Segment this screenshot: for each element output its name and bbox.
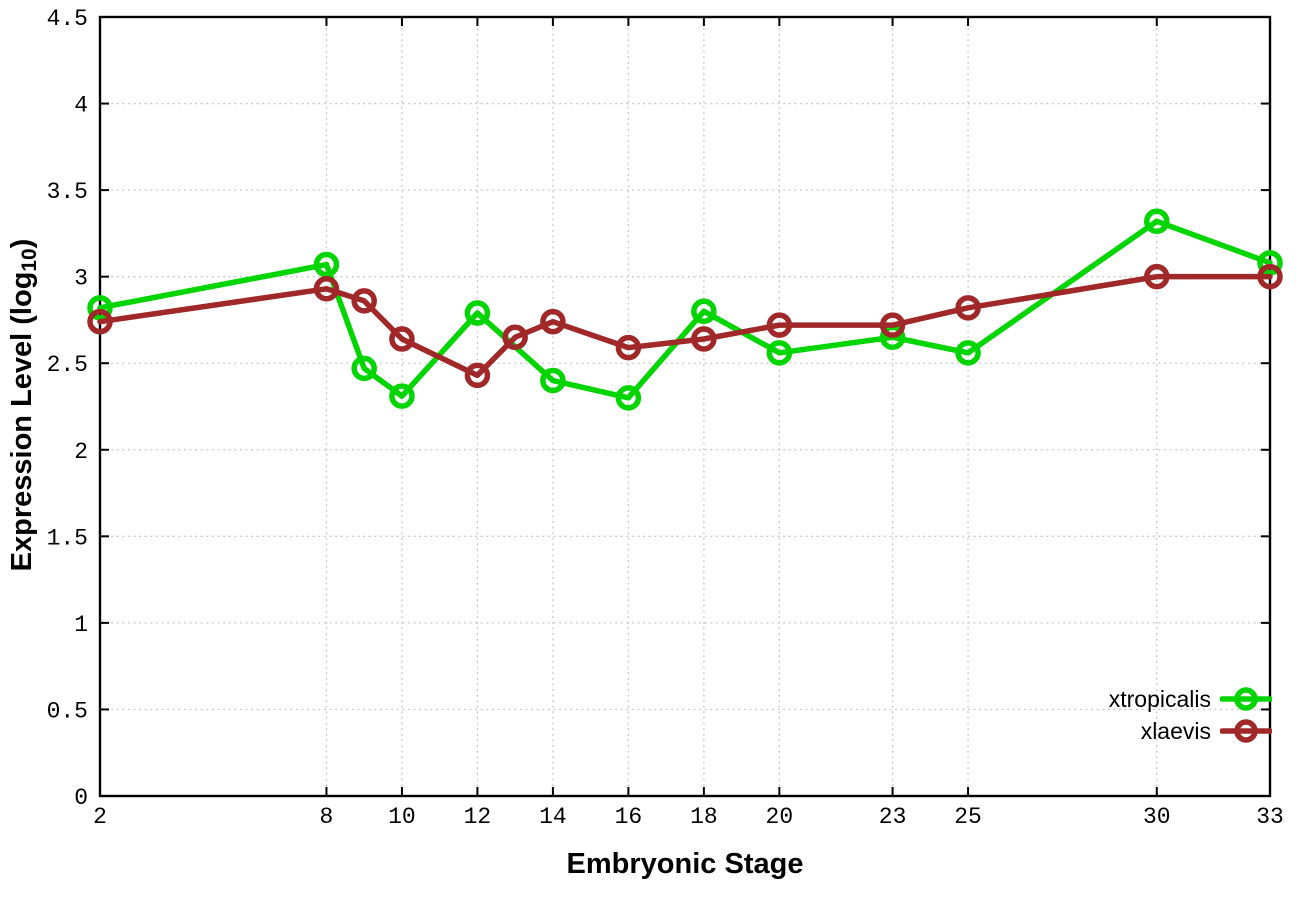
data-point-xtropicalis: [955, 340, 981, 366]
legend-marker-xtropicalis: [1220, 687, 1272, 711]
gridlines: [99, 16, 1271, 797]
x-tick-label: 8: [320, 804, 334, 830]
y-tick-label: 3.5: [47, 179, 88, 205]
data-point-xtropicalis: [691, 298, 717, 325]
data-point-xtropicalis: [351, 355, 377, 382]
x-tick-label: 23: [879, 804, 907, 830]
data-point-xtropicalis: [313, 251, 340, 278]
x-axis-title: Embryonic Stage: [566, 848, 804, 880]
x-tick-label: 25: [954, 804, 982, 830]
legend-label-xtropicalis: xtropicalis: [1108, 686, 1211, 712]
x-tick-label: 14: [539, 804, 567, 830]
y-axis-title-suffix: ): [5, 238, 38, 249]
data-point-xlaevis: [1144, 263, 1170, 290]
data-point-xlaevis: [389, 326, 415, 352]
data-point-xlaevis: [1257, 263, 1283, 290]
legend-item-xtropicalis: xtropicalis: [1109, 685, 1272, 713]
x-tick-label: 18: [690, 804, 718, 830]
data-point-xlaevis: [502, 324, 528, 351]
data-point-xlaevis: [955, 295, 981, 321]
y-tick-label: 1.5: [47, 525, 88, 551]
data-point-xtropicalis: [615, 385, 642, 411]
series-xtropicalis: [87, 208, 1283, 411]
x-tick-label: 2: [93, 804, 107, 830]
y-axis-title: Expression Level (log10): [6, 239, 42, 572]
y-tick-label: 1: [74, 612, 88, 638]
data-point-xlaevis: [87, 308, 113, 335]
y-axis-title-subscript: 10: [18, 248, 42, 272]
data-point-xlaevis: [351, 288, 377, 314]
x-tick-label: 16: [615, 804, 643, 830]
data-point-xlaevis: [879, 312, 906, 338]
y-axis-title-text: Expression Level (log: [5, 271, 38, 572]
y-tick-label: 4.5: [47, 6, 88, 32]
legend-marker-xlaevis: [1220, 719, 1272, 743]
series-xlaevis: [87, 263, 1283, 389]
series-line-xlaevis: [97, 273, 1273, 379]
y-tick-label: 4: [74, 93, 88, 119]
plot-border: [98, 15, 1272, 798]
series-line-xtropicalis: [97, 218, 1273, 401]
data-point-xtropicalis: [87, 295, 113, 321]
tick-marks: [99, 16, 1271, 797]
x-tick-label: 30: [1143, 804, 1171, 830]
data-point-xtropicalis: [1257, 250, 1283, 276]
data-point-xlaevis: [540, 308, 566, 335]
data-point-xtropicalis: [766, 340, 793, 366]
tick-labels: 2 8 10 12 14 16 18 20 23 25 30 33 0 0.5 1 1.5 2 2.5 3 3.5 4 4…: [47, 6, 1284, 830]
y-tick-label: 2.5: [47, 352, 88, 378]
data-point-xtropicalis: [389, 383, 415, 409]
data-point-xlaevis: [313, 276, 340, 302]
data-point-xlaevis: [615, 334, 642, 361]
data-point-xtropicalis: [1144, 208, 1170, 235]
x-tick-label: 12: [464, 804, 492, 830]
data-point-xtropicalis: [540, 367, 566, 394]
y-tick-label: 0: [74, 785, 88, 811]
y-tick-label: 3: [74, 266, 88, 292]
x-tick-label: 20: [766, 804, 794, 830]
legend-item-xlaevis: xlaevis: [1141, 717, 1272, 745]
y-tick-label: 2: [74, 439, 88, 465]
data-point-xlaevis: [766, 312, 793, 338]
data-point-xtropicalis: [464, 300, 491, 326]
x-tick-label: 10: [388, 804, 416, 830]
legend: xtropicalis xlaevis: [1109, 685, 1272, 745]
data-point-xlaevis: [464, 362, 491, 389]
data-point-xlaevis: [691, 326, 717, 352]
legend-label-xlaevis: xlaevis: [1140, 718, 1211, 744]
x-tick-label: 33: [1256, 804, 1284, 830]
y-tick-label: 0.5: [47, 698, 88, 724]
